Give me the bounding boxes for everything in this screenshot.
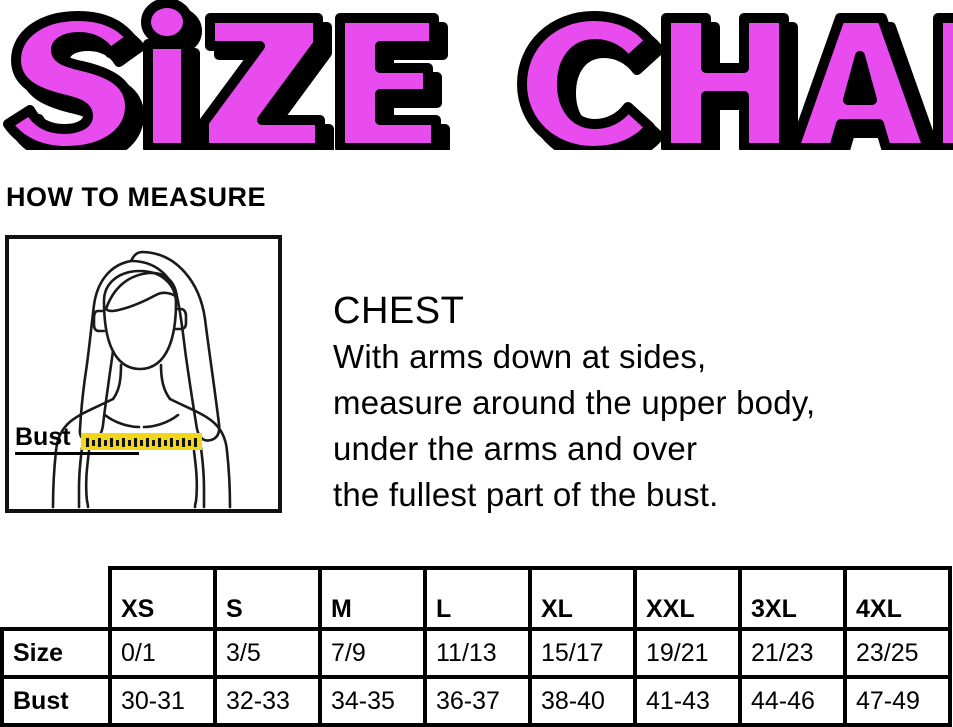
column-header-xxl: XXL	[633, 566, 742, 631]
size-chart-title-art	[3, 0, 953, 150]
size-value-l: 11/13	[423, 627, 532, 679]
measuring-tape	[81, 433, 202, 450]
female-figure-diagram	[51, 250, 232, 509]
bust-value-s: 32-33	[213, 675, 322, 727]
bust-value-m: 34-35	[318, 675, 427, 727]
column-header-l: L	[423, 566, 532, 631]
bust-value-l: 36-37	[423, 675, 532, 727]
bust-value-xs: 30-31	[108, 675, 217, 727]
chest-heading: CHEST	[333, 290, 465, 332]
table-row: Size 0/1 3/5 7/9 11/13 15/17 19/21 21/23…	[0, 627, 952, 679]
bust-callout: Bust	[10, 424, 160, 469]
size-value-4xl: 23/25	[843, 627, 952, 679]
row-header-bust: Bust	[0, 675, 112, 727]
measurement-illustration-panel	[5, 235, 282, 513]
bust-callout-label: Bust	[15, 423, 71, 451]
bust-leader-line	[15, 452, 139, 455]
row-header-size: Size	[0, 627, 112, 679]
table-corner-blank	[2, 568, 110, 629]
how-to-measure-heading: HOW TO MEASURE	[6, 182, 267, 212]
column-header-s: S	[213, 566, 322, 631]
chest-description-text: With arms down at sides, measure around …	[333, 338, 816, 513]
bust-value-xxl: 41-43	[633, 675, 742, 727]
column-header-m: M	[318, 566, 427, 631]
size-value-xxl: 19/21	[633, 627, 742, 679]
chest-description-block: CHEST With arms down at sides, measure a…	[333, 288, 933, 518]
bust-value-4xl: 47-49	[843, 675, 952, 727]
table-header-row: XS S M L XL XXL 3XL 4XL	[2, 566, 952, 631]
bust-value-3xl: 44-46	[738, 675, 847, 727]
size-table-container: XS S M L XL XXL 3XL 4XL Size 0/1 3/5 7/9…	[0, 566, 952, 727]
column-header-xl: XL	[528, 566, 637, 631]
size-value-3xl: 21/23	[738, 627, 847, 679]
size-value-s: 3/5	[213, 627, 322, 679]
size-value-xl: 15/17	[528, 627, 637, 679]
column-header-4xl: 4XL	[843, 566, 952, 631]
column-header-xs: XS	[108, 566, 217, 631]
size-value-m: 7/9	[318, 627, 427, 679]
table-row: Bust 30-31 32-33 34-35 36-37 38-40 41-43…	[0, 675, 952, 727]
bust-value-xl: 38-40	[528, 675, 637, 727]
column-header-3xl: 3XL	[738, 566, 847, 631]
size-value-xs: 0/1	[108, 627, 217, 679]
size-table: XS S M L XL XXL 3XL 4XL Size 0/1 3/5 7/9…	[0, 566, 952, 727]
page-title	[0, 0, 953, 150]
